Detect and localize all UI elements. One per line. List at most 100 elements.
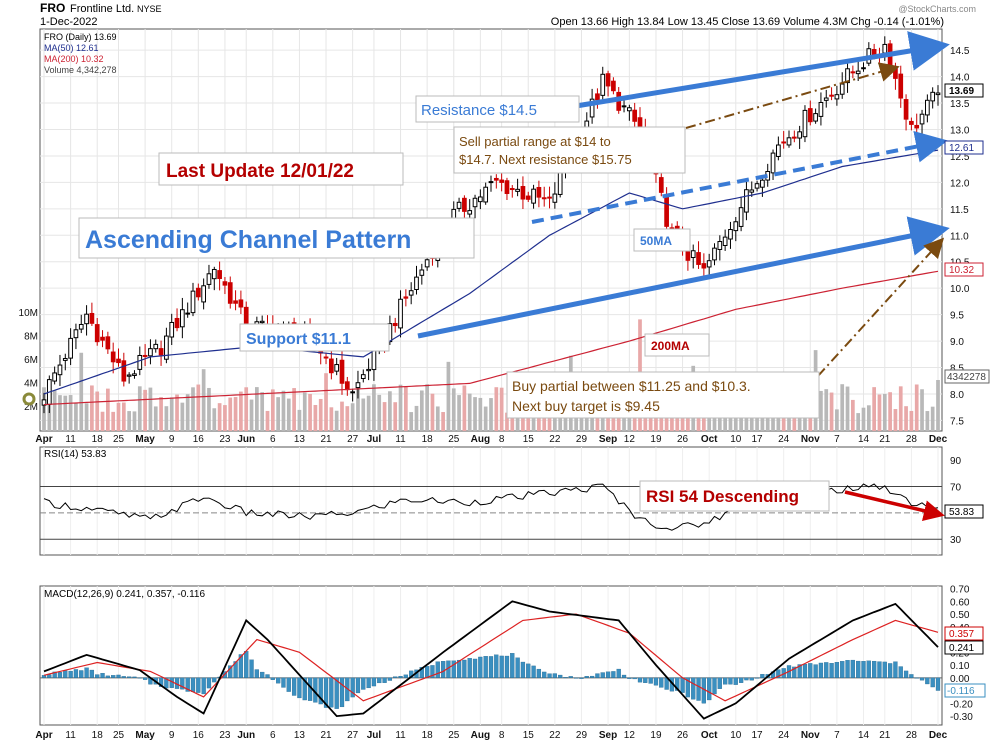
ma200-value: 10.32 [949,265,974,276]
volume-bar [584,410,589,431]
macd-line [43,600,939,720]
volume-bar [936,380,940,431]
x-tick-label: 25 [448,434,460,445]
macd-hist-bar [440,661,446,678]
resistance-box: Resistance $14.5 [415,95,580,123]
macd-hist-bar [456,659,462,678]
volume-bar [898,386,903,431]
macd-hist-bar [728,677,733,685]
macd-hist-bar [462,659,467,678]
volume-bar [313,404,318,431]
macd-hist-bar [754,677,760,679]
candle-body [419,269,425,276]
macd-hist-bar [265,674,270,678]
candle-body [227,282,233,304]
x-tick-label: 14 [858,434,870,445]
volume-bar [281,390,286,431]
candle-body [791,136,797,139]
rsi-legend: RSI(14) 53.83 [44,449,107,460]
candle-body [366,368,371,372]
candle-body [94,324,100,343]
x-tick-label: 9 [169,434,175,445]
volume-bar [366,395,371,431]
volume-bar [74,402,78,431]
candle-body [185,312,191,315]
volume-bar [861,407,866,431]
volume-bar [345,406,350,431]
macd-hist-bar [632,677,637,680]
macd-value: 0.241 [949,643,974,654]
volume-bar [925,411,930,431]
macd-hist-bar [95,674,100,678]
volume-bar [824,389,829,431]
price-y-tick: 12.0 [950,178,970,189]
candle-body [339,359,345,384]
volume-bar [930,406,935,431]
macd-hist-bar [536,668,542,678]
macd-hist-bar [206,677,212,689]
macd-hist-bar [829,663,834,678]
x-tick-label: 19 [650,434,662,445]
last-price-value: 13.69 [949,86,974,97]
macd-hist-bar [738,677,744,683]
volume-bar [914,384,919,431]
macd-signal-line [43,613,939,702]
macd-hist-bar [270,677,275,680]
price-y-tick: 8.5 [950,364,964,375]
macd-signal-tag: 0.357 [944,626,984,641]
volume-bar [244,387,249,431]
volume-bar [207,387,211,431]
macd-hist-bar [398,675,403,678]
x-tick-label: 21 [320,434,332,445]
x-tick-label: 25 [113,434,125,445]
x-tick-label: 11 [65,434,76,445]
x-tick-label: 28 [906,434,918,445]
volume-bar [414,405,419,431]
ma200-line [43,270,939,406]
candle-body [398,298,403,329]
macd-hist-bar [792,666,797,678]
volume-bar [100,411,105,431]
volume-bar [600,410,605,431]
macd-hist-bar [233,661,238,678]
sell-note-box: Sell partial range at $14 to $14.7. Next… [453,126,686,174]
candle-body [174,317,180,329]
candle-body [728,229,733,240]
x-tick-label-macd: 18 [422,730,434,741]
candle-body [589,98,595,118]
macd-hist-bar [568,676,573,678]
sell-target-arrow [685,62,900,129]
price-y-tick: 13.0 [950,126,970,137]
candle-body [557,172,563,195]
volume-bar [521,407,525,431]
macd-hist-bar [387,677,393,681]
candle-body [632,109,638,122]
candle-body [813,113,818,122]
macd-hist-bar [488,656,494,678]
macd-hist-bar [808,663,813,678]
macd-hist-bar [574,677,579,679]
macd-hist-bar [403,674,408,678]
rsi-y-tick: 70 [950,483,962,494]
candle-body [483,186,489,203]
candle-body [696,252,701,265]
candle-body [110,351,116,363]
x-tick-label-macd: Jun [237,730,255,741]
volume-bar [819,390,823,431]
macd-hist-bar [882,661,887,678]
macd-hist-bar [717,677,722,689]
x-tick-label: Nov [801,434,820,445]
macd-hist-bar [563,677,568,679]
x-tick-label-macd: 21 [879,730,891,741]
candle-body [424,259,430,268]
macd-hist-bar [685,677,691,698]
macd-hist-bar [339,677,345,708]
candle-body [84,313,89,325]
candle-body [392,322,398,327]
volume-bar [329,407,334,431]
company-name: Frontline Ltd. [70,3,134,15]
candle-body [525,195,531,200]
candle-body [850,71,856,74]
x-tick-label-macd: 23 [219,730,231,741]
macd-hist-bar [600,672,605,678]
